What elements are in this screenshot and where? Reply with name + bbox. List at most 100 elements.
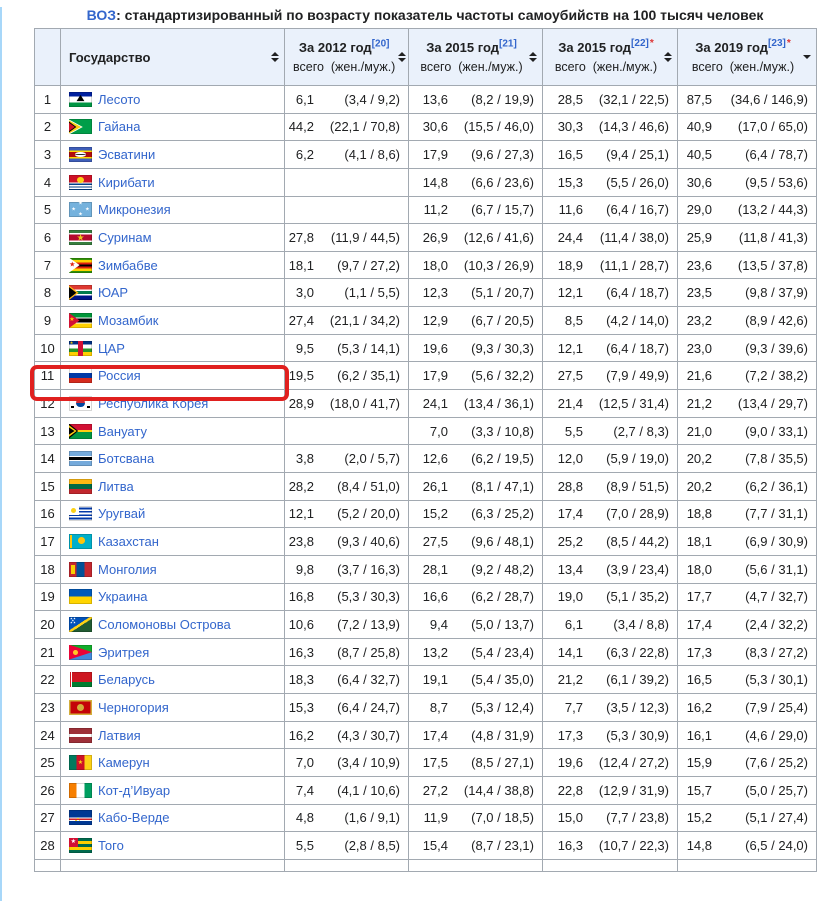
value-female-male: (7,6 / 25,2): [745, 755, 808, 771]
value-cell-y2019: 25,9 (11,8 / 41,3): [677, 223, 817, 252]
value-total: 15,7: [686, 782, 712, 798]
value-female-male: (5,2 / 20,0): [337, 506, 400, 522]
country-link[interactable]: Беларусь: [98, 672, 155, 688]
value-female-male: (8,9 / 51,5): [606, 478, 669, 494]
country-link[interactable]: Микронезия: [98, 202, 171, 218]
value-total: 18,0: [686, 561, 712, 577]
country-link[interactable]: Лесото: [98, 91, 141, 107]
country-link[interactable]: Украина: [98, 589, 148, 605]
value-cell-y2012: 23,8 (9,3 / 40,6): [284, 527, 409, 556]
country-link[interactable]: ЦАР: [98, 340, 125, 356]
value-cell-y2019: 17,3 (8,3 / 27,2): [677, 637, 817, 667]
value-female-male: (8,7 / 25,8): [337, 644, 400, 660]
column-header-y2019[interactable]: За 2019 год[23]* всего (жен./муж.): [677, 28, 817, 86]
value-total: 16,8: [288, 589, 314, 605]
value-total: 12,1: [288, 506, 314, 522]
value-cell-y2015b: 15,3 (5,5 / 26,0): [542, 167, 678, 197]
reference-link[interactable]: [22]: [631, 38, 649, 50]
value-cell-y2015a: 26,9 (12,6 / 41,6): [408, 223, 543, 252]
value-female-male: (7,8 / 35,5): [745, 451, 808, 467]
country-link[interactable]: Латвия: [98, 727, 141, 743]
value-female-male: (8,4 / 51,0): [337, 478, 400, 494]
flag-latvia-icon: [69, 727, 92, 743]
flag-uruguay-icon: [69, 506, 92, 522]
country-link[interactable]: Вануату: [98, 423, 147, 439]
value-cell-y2019: 23,0 (9,3 / 39,6): [677, 333, 817, 363]
value-total: 14,1: [557, 644, 583, 660]
column-header-y2015b[interactable]: За 2015 год[22]* всего (жен./муж.): [542, 28, 678, 86]
column-header-y2012[interactable]: За 2012 год[20] всего (жен./муж.): [284, 28, 409, 86]
table-row: 8 ЮАР 3,0 (1,1 / 5,5) 12,3 (5,1 / 20,7) 12,1 (6…: [34, 278, 817, 308]
value-total: 5,5: [295, 838, 314, 854]
value-total: 18,9: [557, 257, 583, 273]
country-link[interactable]: Эсватини: [98, 147, 156, 163]
value-cell-y2015a: 24,1 (13,4 / 36,1): [408, 389, 543, 418]
country-link[interactable]: Соломоновы Острова: [98, 616, 231, 632]
rank-cell: 18: [34, 554, 61, 584]
country-link[interactable]: Мозамбик: [98, 312, 159, 328]
value-female-male: (9,6 / 48,1): [471, 534, 534, 550]
country-link[interactable]: Зимбабве: [98, 257, 158, 273]
value-total: 26,9: [422, 230, 448, 246]
country-link[interactable]: Кот-д’Ивуар: [98, 782, 171, 798]
country-link[interactable]: Республика Корея: [98, 395, 209, 411]
country-cell: ЮАР: [60, 278, 285, 308]
value-female-male: (6,4 / 78,7): [745, 147, 808, 163]
flag-eritrea-icon: [69, 644, 92, 660]
column-label: За 2019 год: [695, 39, 769, 55]
country-link[interactable]: Гайана: [98, 119, 141, 135]
value-female-male: (9,2 / 48,2): [471, 561, 534, 577]
country-cell: ★ Того: [60, 831, 285, 860]
column-header-y2015a[interactable]: За 2015 год[21] всего (жен./муж.): [408, 28, 543, 86]
country-link[interactable]: Уругвай: [98, 506, 146, 522]
country-link[interactable]: Того: [98, 838, 124, 854]
country-link[interactable]: Камерун: [98, 755, 150, 771]
value-female-male: (5,3 / 30,3): [337, 589, 400, 605]
table-row: 25 ★ Камерун 7,0 (3,4 / 10,9) 17,5 (8,5 / 27,1…: [34, 748, 817, 778]
country-link[interactable]: Суринам: [98, 230, 152, 246]
value-female-male: (3,4 / 8,8): [613, 616, 669, 632]
country-link[interactable]: Черногория: [98, 699, 169, 715]
country-link[interactable]: Россия: [98, 368, 141, 384]
country-link[interactable]: Монголия: [98, 561, 157, 577]
value-female-male: (6,4 / 16,7): [606, 202, 669, 218]
sort-icon: [529, 52, 537, 62]
table-row: 19 Украина 16,8 (5,3 / 30,3) 16,6 (6,2 / 28,7…: [34, 582, 817, 612]
value-total: 27,4: [288, 312, 314, 328]
column-label: За 2015 год: [426, 39, 499, 55]
value-cell-y2012: 44,2 (22,1 / 70,8): [284, 112, 409, 142]
value-female-male: (6,3 / 25,2): [471, 506, 534, 522]
value-total: 17,4: [422, 727, 448, 743]
who-link[interactable]: ВОЗ: [86, 7, 117, 23]
country-link[interactable]: Эритрея: [98, 644, 150, 660]
country-link[interactable]: Казахстан: [98, 534, 159, 550]
value-cell-y2019: 40,9 (17,0 / 65,0): [677, 112, 817, 142]
value-total: 12,1: [557, 340, 583, 356]
value-cell-y2015a: 19,6 (9,3 / 30,3): [408, 333, 543, 363]
value-female-male: (6,2 / 35,1): [337, 368, 400, 384]
value-total: 19,1: [422, 672, 448, 688]
column-header-country[interactable]: Государство: [60, 28, 285, 86]
column-subtitle: всего (жен./муж.): [293, 59, 396, 74]
value-female-male: (5,1 / 27,4): [745, 810, 808, 826]
country-link[interactable]: Кирибати: [98, 174, 155, 190]
rank-cell: 6: [34, 223, 61, 252]
value-female-male: (13,2 / 44,3): [737, 202, 808, 218]
reference-link[interactable]: [20]: [371, 38, 390, 50]
column-subtitle: всего (жен./муж.): [420, 59, 523, 74]
reference-link[interactable]: [23]: [768, 38, 786, 50]
value-female-male: (6,6 / 23,6): [471, 174, 534, 190]
country-link[interactable]: Литва: [98, 478, 134, 494]
value-cell-y2012: 6,2 (4,1 / 8,6): [284, 140, 409, 169]
value-total: 28,1: [422, 561, 448, 577]
rank-cell: 1: [34, 85, 61, 114]
country-link[interactable]: ЮАР: [98, 285, 129, 301]
country-cell: Уругвай: [60, 499, 285, 529]
suicide-rate-table: Государство За 2012 год[20] всего (жен./му…: [34, 28, 817, 872]
country-link[interactable]: Ботсвана: [98, 451, 155, 467]
country-link[interactable]: Кабо-Верде: [98, 810, 170, 826]
value-total: 18,8: [686, 506, 712, 522]
reference-link[interactable]: [21]: [499, 38, 517, 50]
flag-lesotho-icon: [69, 91, 92, 107]
table-row: 9 ★ Мозамбик 27,4 (21,1 / 34,2) 12,9 (6,7 / 20…: [34, 306, 817, 335]
